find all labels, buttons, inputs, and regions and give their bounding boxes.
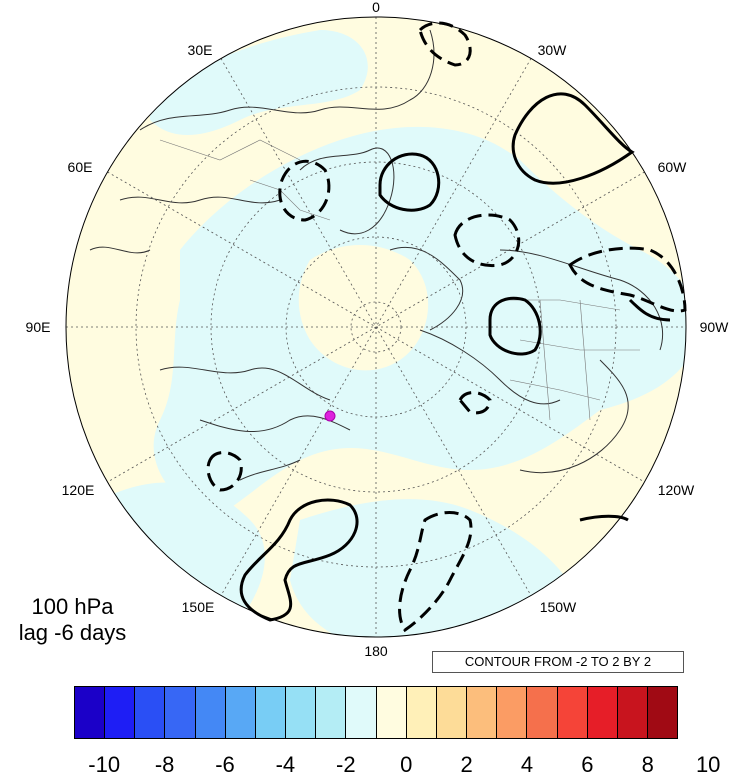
- lon-label-60e: 60E: [68, 159, 93, 175]
- positive-contour: [628, 298, 671, 322]
- negative-contour: [398, 511, 473, 633]
- positive-contour: [579, 514, 629, 522]
- colorbar-box: [406, 687, 437, 738]
- colorbar-label: -8: [154, 752, 175, 777]
- negative-contour-lines: [206, 21, 687, 633]
- colorbar-box: [225, 687, 256, 738]
- colorbar-label: -4: [275, 752, 296, 777]
- contour-info-box: CONTOUR FROM -2 TO 2 BY 2: [432, 651, 684, 673]
- lon-label-150e: 150E: [182, 599, 215, 615]
- lon-label-30w: 30W: [538, 42, 568, 58]
- colorbar-box: [286, 687, 317, 738]
- colorbar-label: 6: [581, 752, 594, 777]
- colorbar-box: [467, 687, 498, 738]
- contour-lines: [239, 92, 671, 622]
- negative-contour: [453, 213, 521, 268]
- colorbar-box: [135, 687, 166, 738]
- negative-contour: [418, 21, 472, 67]
- colorbar-box: [527, 687, 558, 738]
- colorbar-label: 8: [641, 752, 654, 777]
- lag-label: lag -6 days: [18, 620, 127, 645]
- colorbar-label: -2: [336, 752, 356, 777]
- colorbar-label: 2: [460, 752, 473, 777]
- colorbar-box: [557, 687, 588, 738]
- colorbar-label: -6: [215, 752, 235, 777]
- colorbar-box: [75, 687, 106, 738]
- colorbar-box: [346, 687, 377, 738]
- lon-label-90e: 90E: [26, 319, 51, 335]
- positive-anomaly-region-arctic: [298, 245, 429, 371]
- colorbar-box: [255, 687, 287, 738]
- negative-anomaly-region-northwest: [150, 30, 368, 135]
- longitude-labels: 0 30W 60W 90W 120W 150W 180 150E 120E 90…: [26, 0, 730, 659]
- colorbar-box: [436, 687, 468, 738]
- negative-anomaly-region-polar: [153, 126, 686, 520]
- lon-label-180: 180: [364, 643, 388, 659]
- colorbar-label: 4: [520, 752, 534, 777]
- lon-label-90w: 90W: [700, 319, 730, 335]
- map-boundary: [65, 16, 687, 638]
- lon-label-60w: 60W: [658, 159, 688, 175]
- colorbar: [74, 686, 678, 739]
- lon-label-120w: 120W: [658, 482, 695, 498]
- negative-contour: [206, 451, 243, 492]
- negative-contour: [568, 246, 687, 313]
- colorbar-box: [105, 687, 136, 738]
- positive-contour: [378, 152, 441, 212]
- negative-contour: [458, 391, 492, 415]
- colorbar-label: 0: [400, 752, 413, 777]
- colorbar-box: [497, 687, 528, 738]
- colorbar-box: [165, 687, 196, 738]
- negative-contour: [278, 159, 331, 222]
- location-marker: [324, 410, 336, 422]
- level-label: 100 hPa: [31, 594, 114, 619]
- lon-label-0: 0: [372, 0, 380, 15]
- lon-label-30e: 30E: [188, 42, 213, 58]
- colorbar-box: [376, 687, 407, 738]
- colorbar-label: -10: [88, 752, 121, 777]
- lon-label-120e: 120E: [62, 482, 95, 498]
- colorbar-box: [195, 687, 226, 738]
- colorbar-label: 10: [695, 752, 721, 777]
- positive-contour: [239, 498, 359, 622]
- colorbar-box: [587, 687, 618, 738]
- colorbar-box: [316, 687, 347, 738]
- positive-contour: [488, 296, 542, 356]
- colorbar-box: [647, 687, 678, 738]
- negative-anomaly-region-pacific: [100, 482, 265, 630]
- lon-label-150w: 150W: [540, 599, 577, 615]
- colorbar-box: [617, 687, 648, 738]
